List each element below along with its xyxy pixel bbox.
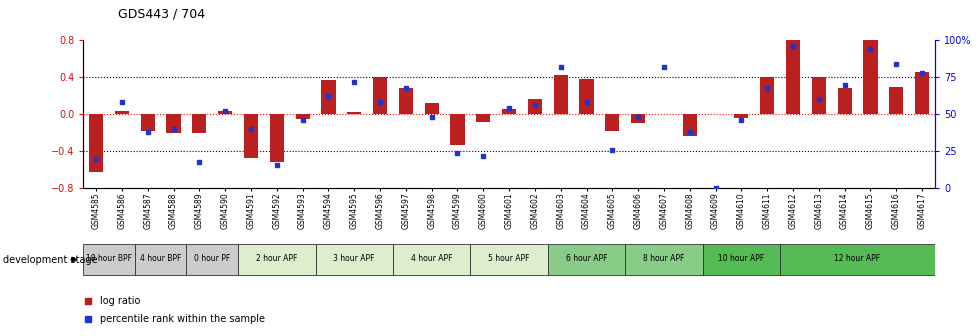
Bar — [141, 114, 155, 131]
Text: log ratio: log ratio — [100, 296, 141, 306]
Bar — [604, 114, 619, 131]
Text: development stage: development stage — [3, 255, 98, 264]
Bar — [321, 80, 335, 114]
Bar — [114, 111, 129, 114]
Bar — [625, 244, 702, 276]
Bar — [682, 114, 696, 136]
Bar — [89, 114, 103, 172]
Text: 3 hour APF: 3 hour APF — [333, 254, 375, 263]
Text: 2 hour APF: 2 hour APF — [256, 254, 297, 263]
Bar — [702, 244, 779, 276]
Bar — [527, 98, 542, 114]
Bar — [779, 244, 934, 276]
Bar — [392, 244, 469, 276]
Bar — [475, 114, 490, 122]
Bar — [166, 114, 181, 133]
Bar — [811, 77, 825, 114]
Text: 12 hour APF: 12 hour APF — [833, 254, 879, 263]
Text: 18 hour BPF: 18 hour BPF — [86, 254, 132, 263]
Bar — [579, 79, 593, 114]
Bar — [373, 77, 386, 114]
Text: 4 hour BPF: 4 hour BPF — [140, 254, 181, 263]
Bar — [863, 38, 876, 114]
Bar — [836, 88, 851, 114]
Text: percentile rank within the sample: percentile rank within the sample — [100, 314, 265, 324]
Text: GDS443 / 704: GDS443 / 704 — [118, 7, 204, 20]
Bar — [295, 114, 309, 119]
Bar — [269, 114, 284, 162]
Text: 8 hour APF: 8 hour APF — [643, 254, 684, 263]
Bar — [135, 244, 186, 276]
Bar — [238, 244, 315, 276]
Bar — [450, 114, 465, 145]
Bar — [83, 244, 135, 276]
Text: 4 hour APF: 4 hour APF — [411, 254, 452, 263]
Bar — [888, 87, 903, 114]
Bar — [398, 88, 413, 114]
Bar — [218, 112, 232, 114]
Bar — [553, 76, 567, 114]
Bar — [315, 244, 392, 276]
Bar — [244, 114, 258, 158]
Bar — [424, 103, 438, 114]
Text: 10 hour APF: 10 hour APF — [718, 254, 764, 263]
Bar — [785, 26, 799, 114]
Bar — [759, 77, 774, 114]
Bar — [502, 109, 515, 114]
Text: 6 hour APF: 6 hour APF — [565, 254, 606, 263]
Bar — [631, 114, 645, 124]
Text: 5 hour APF: 5 hour APF — [488, 254, 529, 263]
Bar — [192, 114, 206, 133]
Bar — [548, 244, 625, 276]
Bar — [734, 114, 748, 118]
Bar — [186, 244, 238, 276]
Bar — [469, 244, 548, 276]
Bar — [347, 112, 361, 114]
Bar — [914, 72, 928, 114]
Text: 0 hour PF: 0 hour PF — [194, 254, 230, 263]
